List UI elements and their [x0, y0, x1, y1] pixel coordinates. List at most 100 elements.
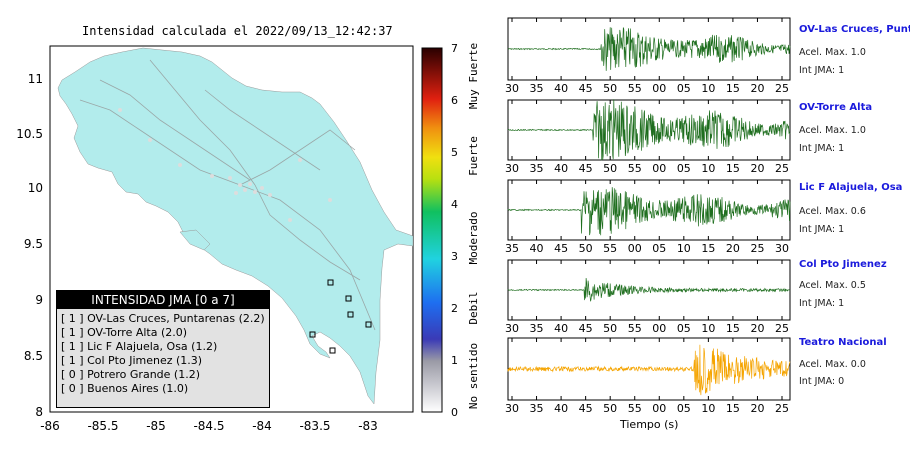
time-tick-label: 05: [677, 82, 691, 95]
time-tick-label: 05: [677, 402, 691, 415]
legend-item[interactable]: [ 1 ] OV-Torre Alta (2.0): [61, 326, 188, 339]
time-tick-label: 40: [554, 322, 568, 335]
time-tick-label: 30: [505, 162, 519, 175]
colorbar-tick: 0: [451, 406, 458, 419]
waveform-trace: [507, 278, 791, 302]
time-tick-label: 25: [775, 82, 789, 95]
x-tick: -83: [358, 419, 378, 433]
time-tick-label: 15: [726, 162, 740, 175]
colorbar-label: Debil: [467, 291, 480, 324]
time-tick-label: 40: [554, 402, 568, 415]
time-tick-label: 10: [701, 162, 715, 175]
x-tick: -85: [146, 419, 166, 433]
waveform-panel-3[interactable]: 30 35 40 45 50 55 00 05 10 15 20 25: [500, 256, 795, 336]
map-y-axis: 11 10.5 10 9.5 9 8.5 8: [16, 72, 43, 419]
time-tick-label: 40: [554, 162, 568, 175]
time-tick-label: 20: [726, 242, 740, 255]
map-title: Intensidad calculada el 2022/09/13_12:42…: [82, 24, 393, 38]
station-name[interactable]: Teatro Nacional: [799, 337, 887, 348]
station-acel: Acel. Max. 0.0: [799, 359, 866, 370]
time-tick-label: 30: [505, 82, 519, 95]
time-tick-label: 50: [603, 402, 617, 415]
colorbar-label: Fuerte: [467, 136, 480, 176]
waveform-trace: [507, 187, 791, 236]
time-tick-label: 35: [530, 162, 544, 175]
time-tick-label: 40: [530, 242, 544, 255]
station-name[interactable]: OV-Torre Alta: [799, 102, 873, 113]
station-name[interactable]: Lic F Alajuela, Osa: [799, 182, 903, 193]
time-tick-label: 30: [505, 322, 519, 335]
x-tick: -86: [40, 419, 60, 433]
time-tick-label: 45: [579, 322, 593, 335]
costa-rica-landmass: [57, 47, 413, 405]
time-tick-label: 10: [701, 82, 715, 95]
time-tick-label: 00: [652, 402, 666, 415]
time-tick-label: 20: [750, 82, 764, 95]
colorbar-label: Moderado: [467, 212, 480, 265]
colorbar-tick: 5: [451, 146, 458, 159]
colorbar-label: Muy Fuerte: [467, 43, 480, 109]
time-tick-label: 00: [652, 82, 666, 95]
map-x-axis: -86 -85.5 -85 -84.5 -84 -83.5 -83: [40, 419, 378, 433]
legend-item[interactable]: [ 1 ] Lic F Alajuela, Osa (1.2): [61, 340, 218, 353]
time-tick-label: 05: [677, 162, 691, 175]
y-tick: 8.5: [24, 349, 43, 363]
x-tick: -83.5: [299, 419, 330, 433]
legend-title: INTENSIDAD JMA [0 a 7]: [57, 291, 269, 309]
station-dots: [118, 108, 332, 222]
time-tick-label: 55: [603, 242, 617, 255]
y-tick: 10.5: [16, 127, 43, 141]
colorbar-tick: 6: [451, 94, 458, 107]
waveform-panel-4[interactable]: 30 35 40 45 50 55 00 05 10 15 20 25: [500, 334, 795, 416]
time-tick-label: 40: [554, 82, 568, 95]
station-acel: Acel. Max. 1.0: [799, 125, 866, 136]
legend-item[interactable]: [ 0 ] Potrero Grande (1.2): [61, 368, 200, 381]
station-acel: Acel. Max. 1.0: [799, 47, 866, 58]
waveform-trace: [507, 344, 791, 396]
waveform-panel-0[interactable]: 30 35 40 45 50 55 00 05 10 15 20 25: [500, 14, 795, 96]
time-tick-label: 30: [775, 242, 789, 255]
time-tick-label: 00: [628, 242, 642, 255]
time-tick-label: 35: [530, 402, 544, 415]
time-tick-label: 25: [775, 162, 789, 175]
time-tick-label: 20: [750, 322, 764, 335]
time-tick-label: 25: [750, 242, 764, 255]
y-tick: 8: [35, 405, 43, 419]
time-tick-label: 25: [775, 402, 789, 415]
time-tick-label: 10: [677, 242, 691, 255]
legend-item[interactable]: [ 1 ] OV-Las Cruces, Puntarenas (2.2): [61, 312, 265, 325]
time-tick-label: 20: [750, 162, 764, 175]
station-int: Int JMA: 1: [799, 65, 845, 76]
colorbar-tick: 7: [451, 42, 458, 55]
time-tick-label: 25: [775, 322, 789, 335]
intensity-colorbar: 7 6 5 4 3 2 1 0 Muy Fuerte Fuerte Modera…: [421, 42, 480, 419]
waveform-panel-1[interactable]: 30 35 40 45 50 55 00 05 10 15 20 25: [500, 96, 795, 176]
time-tick-label: 30: [505, 402, 519, 415]
time-tick-label: 55: [628, 402, 642, 415]
time-tick-label: 10: [701, 322, 715, 335]
time-tick-label: 55: [628, 82, 642, 95]
colorbar-tick: 4: [451, 198, 458, 211]
waveform-panel-2[interactable]: 35 40 45 50 55 00 05 10 15 20 25 30: [500, 176, 795, 256]
waveform-trace: [507, 99, 791, 161]
time-tick-label: 50: [603, 162, 617, 175]
time-tick-label: 10: [701, 402, 715, 415]
station-name[interactable]: OV-Las Cruces, Puntar: [799, 24, 910, 35]
time-axis-label: Tiempo (s): [620, 418, 679, 431]
time-tick-label: 05: [677, 322, 691, 335]
time-tick-label: 05: [652, 242, 666, 255]
station-acel: Acel. Max. 0.5: [799, 280, 866, 291]
time-tick-label: 50: [603, 82, 617, 95]
roads: [79, 59, 376, 331]
station-name[interactable]: Col Pto Jimenez: [799, 259, 887, 270]
time-tick-label: 35: [530, 82, 544, 95]
colorbar-label: No sentido: [467, 343, 480, 409]
x-tick: -84.5: [193, 419, 224, 433]
intensity-legend: INTENSIDAD JMA [0 a 7] [ 1 ] OV-Las Cruc…: [56, 290, 270, 408]
legend-item[interactable]: [ 1 ] Col Pto Jimenez (1.3): [61, 354, 203, 367]
time-tick-label: 00: [652, 162, 666, 175]
legend-item[interactable]: [ 0 ] Buenos Aires (1.0): [61, 382, 189, 395]
time-tick-label: 50: [579, 242, 593, 255]
station-acel: Acel. Max. 0.6: [799, 206, 866, 217]
station-int: Int JMA: 1: [799, 298, 845, 309]
